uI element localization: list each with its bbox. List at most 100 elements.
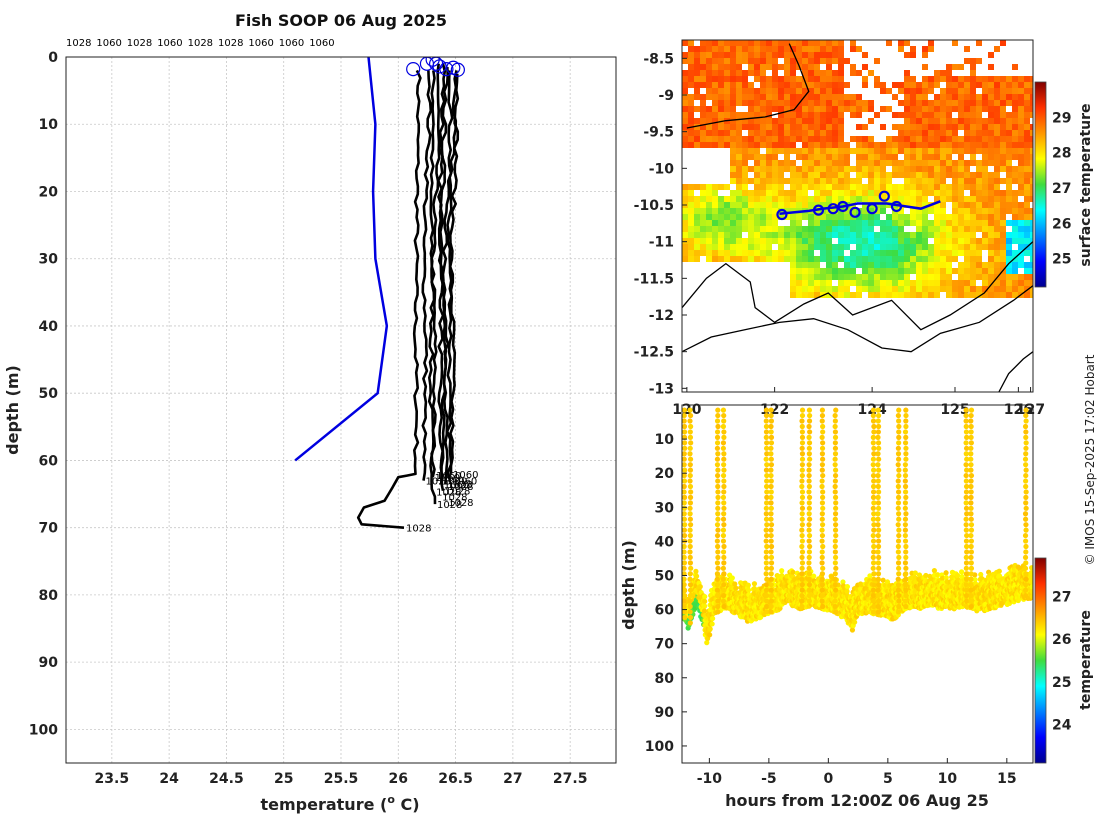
map-temperature-cell [1018, 118, 1024, 124]
map-temperature-cell [808, 286, 814, 292]
map-temperature-cell [682, 232, 688, 238]
map-temperature-cell [940, 94, 946, 100]
map-temperature-cell [1000, 238, 1006, 244]
map-temperature-cell [1024, 280, 1030, 286]
section-measurement-point [931, 568, 938, 574]
map-temperature-cell [784, 70, 790, 76]
map-temperature-cell [694, 46, 700, 52]
map-temperature-cell [988, 250, 994, 256]
map-temperature-cell [982, 100, 988, 106]
section-cast-point [875, 538, 882, 544]
section-cast-point [799, 418, 805, 424]
map-temperature-cell [880, 202, 886, 208]
map-temperature-cell [712, 112, 718, 118]
section-measurement-point [996, 568, 1002, 574]
section-cast-point [896, 532, 902, 539]
map-temperature-cell [736, 178, 742, 184]
map-temperature-cell [880, 250, 886, 256]
map-temperature-cell [976, 76, 982, 82]
map-temperature-cell [886, 226, 892, 232]
section-cast-point [682, 456, 687, 462]
section-cast-point [870, 418, 877, 424]
section-cast-point [902, 516, 909, 522]
map-temperature-cell [694, 64, 700, 70]
map-temperature-cell [826, 88, 832, 94]
map-temperature-cell [730, 202, 736, 208]
map-temperature-cell [706, 118, 712, 124]
map-temperature-cell [730, 100, 736, 106]
map-temperature-cell [1018, 244, 1024, 250]
map-temperature-cell [790, 256, 796, 262]
map-temperature-cell [682, 52, 688, 58]
map-temperature-cell [838, 112, 844, 118]
section-cast-point [682, 505, 687, 511]
map-temperature-cell [874, 172, 880, 178]
map-temperature-cell [688, 214, 694, 220]
section-cast-point [870, 407, 877, 413]
map-temperature-cell [736, 94, 742, 100]
section-cast-point [799, 483, 805, 490]
profile-x-tick-label: 25 [274, 771, 293, 787]
map-temperature-cell [766, 82, 772, 88]
map-temperature-cell [946, 268, 952, 274]
map-temperature-cell [820, 58, 826, 64]
section-cast-point [687, 445, 693, 451]
map-temperature-cell [808, 244, 814, 250]
map-temperature-cell [904, 202, 910, 208]
section-cast-point [720, 532, 727, 539]
map-temperature-cell [928, 274, 934, 280]
map-temperature-cell [988, 178, 994, 184]
map-temperature-cell [700, 118, 706, 124]
map-temperature-cell [718, 64, 724, 70]
map-temperature-cell [820, 220, 826, 226]
section-cast-point [963, 527, 969, 533]
section-cast-point [721, 582, 727, 588]
map-temperature-cell [988, 64, 994, 70]
map-temperature-cell [964, 202, 970, 208]
map-temperature-cell [952, 238, 958, 244]
map-temperature-cell [952, 214, 958, 220]
map-temperature-cell [976, 208, 982, 214]
map-temperature-cell [754, 112, 760, 118]
map-temperature-cell [754, 172, 760, 178]
map-temperature-cell [1018, 82, 1024, 88]
section-cast-point [714, 445, 721, 451]
map-temperature-cell [766, 214, 772, 220]
map-temperature-cell [880, 268, 886, 274]
map-temperature-cell [832, 148, 838, 154]
map-temperature-cell [838, 196, 844, 202]
map-temperature-cell [904, 106, 910, 112]
section-cast-point [902, 522, 908, 528]
section-measurement-point [707, 626, 713, 632]
map-temperature-cell [814, 286, 820, 292]
map-temperature-cell [922, 250, 928, 256]
profile-end-label: 1028 [406, 524, 431, 535]
map-temperature-cell [730, 208, 736, 214]
map-temperature-cell [682, 136, 688, 142]
profile-y-tick-label: 100 [29, 722, 58, 738]
map-temperature-cell [1012, 214, 1018, 220]
map-temperature-cell [844, 274, 850, 280]
map-temperature-cell [946, 286, 952, 292]
section-measurement-point [710, 615, 716, 622]
map-temperature-cell [976, 172, 982, 178]
section-measurement-point [729, 575, 735, 581]
map-temperature-cell [964, 286, 970, 292]
map-temperature-cell [892, 256, 898, 262]
map-temperature-cell [736, 190, 742, 196]
map-temperature-cell [862, 106, 868, 112]
map-temperature-cell [982, 262, 988, 268]
section-cast-point [714, 571, 721, 577]
map-temperature-cell [958, 106, 964, 112]
map-temperature-cell [844, 190, 850, 196]
map-temperature-cell [700, 94, 706, 100]
temperature-profile-line [439, 67, 450, 491]
section-cast-point [902, 598, 909, 604]
section-cast-point [799, 538, 805, 544]
map-temperature-cell [796, 118, 802, 124]
map-temperature-cell [928, 220, 934, 226]
section-cast-point [715, 467, 721, 473]
profile-y-axis-label: depth (m) [3, 365, 22, 455]
section-cast-point [720, 527, 727, 533]
